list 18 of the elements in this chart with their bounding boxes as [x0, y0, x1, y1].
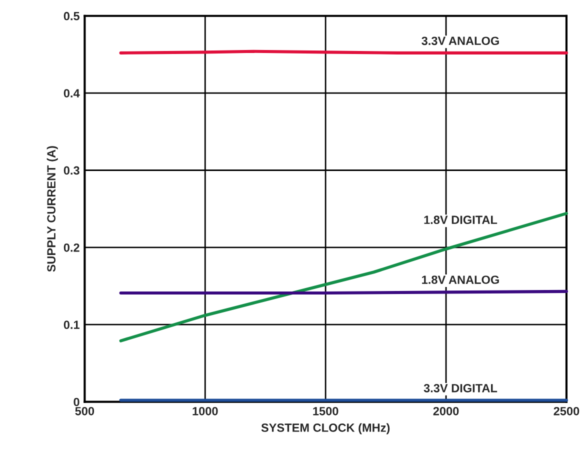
y-tick-label: 0: [74, 398, 80, 406]
x-tick-label: 2500: [554, 406, 580, 416]
x-tick-label: 1000: [192, 406, 218, 416]
y-tick-label: 0.1: [64, 320, 80, 330]
y-tick-label: 0.5: [64, 12, 80, 20]
x-tick-label: 500: [75, 406, 94, 416]
x-tick-label: 1500: [313, 406, 338, 416]
y-tick-label: 0.4: [64, 89, 80, 98]
y-axis-title: SUPPLY CURRENT (A): [46, 146, 58, 272]
series-label: 3.3V ANALOG: [422, 36, 499, 46]
series-label: 1.8V DIGITAL: [424, 216, 498, 224]
series-label: 3.3V DIGITAL: [424, 384, 498, 392]
x-axis-title: SYSTEM CLOCK (MHz): [261, 423, 390, 434]
series-label: 1.8V ANALOG: [422, 276, 499, 284]
line-series: [119, 212, 568, 342]
y-tick-label: 0.3: [64, 166, 80, 175]
y-tick-label: 0.2: [64, 243, 80, 252]
x-tick-label: 2000: [433, 406, 459, 416]
